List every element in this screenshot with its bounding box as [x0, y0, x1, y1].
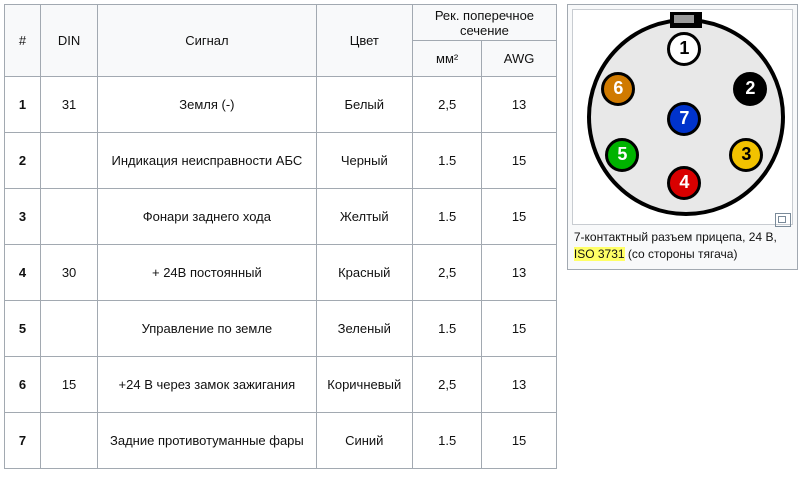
cell-num: 2	[5, 133, 41, 189]
cell-signal: Управление по земле	[98, 301, 316, 357]
cell-awg: 13	[482, 245, 557, 301]
table-row: 131Земля (-)Белый2,513	[5, 77, 557, 133]
header-num: #	[5, 5, 41, 77]
cell-color: Зеленый	[316, 301, 412, 357]
table-row: 430+ 24В постоянныйКрасный2,513	[5, 245, 557, 301]
caption-highlight: ISO 3731	[574, 247, 625, 261]
cell-din	[40, 413, 97, 469]
cell-din	[40, 133, 97, 189]
header-din: DIN	[40, 5, 97, 77]
cell-num: 7	[5, 413, 41, 469]
header-color: Цвет	[316, 5, 412, 77]
cell-din: 30	[40, 245, 97, 301]
cell-mm2: 1.5	[413, 301, 482, 357]
cell-awg: 15	[482, 413, 557, 469]
pin-label: 2	[745, 76, 755, 101]
cell-din: 15	[40, 357, 97, 413]
header-mm2: мм²	[413, 41, 482, 77]
cell-color: Черный	[316, 133, 412, 189]
cell-num: 1	[5, 77, 41, 133]
pin-label: 7	[679, 106, 689, 131]
caption-part1: 7-контактный разъем прицепа, 24 В,	[574, 230, 777, 244]
pin-label: 5	[617, 142, 627, 167]
pin-label: 1	[679, 36, 689, 61]
cell-mm2: 1.5	[413, 413, 482, 469]
figure-caption: 7-контактный разъем прицепа, 24 В, ISO 3…	[572, 229, 793, 265]
cell-awg: 13	[482, 357, 557, 413]
cell-awg: 15	[482, 189, 557, 245]
connector-diagram: 1 2 3 4 5 6 7	[577, 12, 787, 222]
table-row: 3 Фонари заднего ходаЖелтый1.515	[5, 189, 557, 245]
connector-key-tab-fill	[674, 15, 694, 23]
cell-mm2: 2,5	[413, 245, 482, 301]
cell-mm2: 2,5	[413, 77, 482, 133]
header-awg: AWG	[482, 41, 557, 77]
cell-signal: Земля (-)	[98, 77, 316, 133]
pin-label: 3	[741, 142, 751, 167]
table-row: 615+24 В через замок зажиганияКоричневый…	[5, 357, 557, 413]
enlarge-icon[interactable]	[775, 213, 791, 227]
cell-color: Синий	[316, 413, 412, 469]
cell-signal: Фонари заднего хода	[98, 189, 316, 245]
header-signal: Сигнал	[98, 5, 316, 77]
pinout-table: # DIN Сигнал Цвет Рек. поперечное сечени…	[4, 4, 557, 469]
cell-awg: 15	[482, 133, 557, 189]
cell-din	[40, 301, 97, 357]
cell-color: Красный	[316, 245, 412, 301]
cell-color: Желтый	[316, 189, 412, 245]
cell-signal: Индикация неисправности АБС	[98, 133, 316, 189]
cell-mm2: 2,5	[413, 357, 482, 413]
cell-num: 3	[5, 189, 41, 245]
table-row: 2 Индикация неисправности АБСЧерный1.515	[5, 133, 557, 189]
caption-part2: (со стороны тягача)	[625, 247, 738, 261]
cell-num: 4	[5, 245, 41, 301]
cell-mm2: 1.5	[413, 189, 482, 245]
cell-signal: Задние противотуманные фары	[98, 413, 316, 469]
table-row: 5 Управление по землеЗеленый1.515	[5, 301, 557, 357]
header-section: Рек. поперечное сечение	[413, 5, 557, 41]
cell-color: Белый	[316, 77, 412, 133]
cell-color: Коричневый	[316, 357, 412, 413]
figure-box: 1 2 3 4 5 6 7 7-контактный разъем прицепа, 24 …	[567, 4, 798, 270]
cell-din	[40, 189, 97, 245]
cell-awg: 13	[482, 77, 557, 133]
table-body: 131Земля (-)Белый2,5132Индикация неиспра…	[5, 77, 557, 469]
cell-signal: +24 В через замок зажигания	[98, 357, 316, 413]
cell-num: 5	[5, 301, 41, 357]
pin-label: 6	[613, 76, 623, 101]
cell-signal: + 24В постоянный	[98, 245, 316, 301]
cell-num: 6	[5, 357, 41, 413]
connector-diagram-frame: 1 2 3 4 5 6 7	[572, 9, 793, 225]
cell-mm2: 1.5	[413, 133, 482, 189]
table-row: 7 Задние противотуманные фарыСиний1.515	[5, 413, 557, 469]
cell-din: 31	[40, 77, 97, 133]
cell-awg: 15	[482, 301, 557, 357]
pin-label: 4	[679, 170, 689, 195]
